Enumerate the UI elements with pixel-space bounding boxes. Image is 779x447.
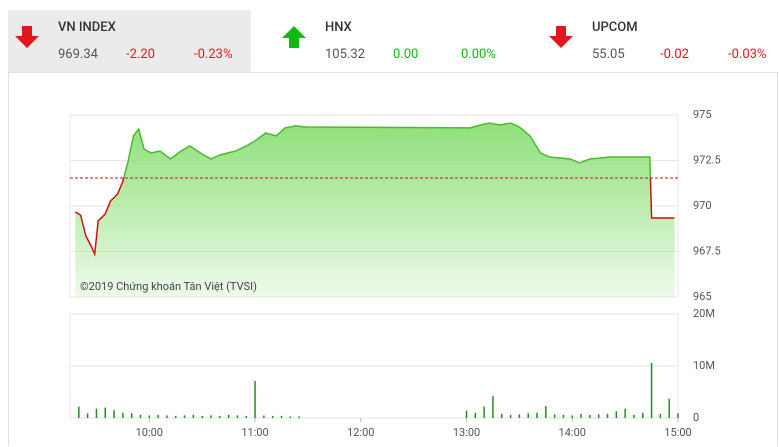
x-tick-label: 10:00 [136,426,163,439]
watermark: ©2019 Chứng khoán Tân Việt (TVSI) [80,280,257,293]
volume-bar [298,416,300,418]
price-line [74,177,675,257]
volume-bar [166,415,168,418]
y-tick-label: 972.5 [693,153,721,166]
arrow-down [549,26,573,48]
volume-bar [113,410,115,418]
volume-bar [227,414,230,418]
volume-bar [483,406,485,418]
volume-bar [219,415,221,418]
x-tick-label: 14:00 [559,426,586,439]
area [75,123,675,297]
index-name: HNX [325,20,352,35]
volume-bar [474,412,477,418]
volume-bar [518,414,521,418]
volume-bar [201,415,203,418]
volume-bar [104,407,106,418]
volume-bar [501,413,503,418]
volume-bar [606,413,609,418]
volume-bar [465,410,468,418]
volume-bar [95,408,98,418]
index-value: 55.05 [592,47,625,62]
index-change: 0.00 [393,47,419,62]
x-tick-label: 13:00 [453,426,480,439]
arrow-up [282,26,306,48]
volume-bar [633,414,635,418]
volume-bar [509,414,512,418]
volume-bar [624,408,626,418]
index-percent: 0.00% [461,47,496,62]
volume-bar [527,413,529,418]
volume-bar [659,413,662,418]
index-change: -2.20 [126,47,155,62]
ticker[interactable]: VN INDEX 969.34 -2.20 -0.23% [8,10,251,72]
volume-bar [148,415,151,418]
y-tick-label: 10M [693,359,715,372]
volume-bar [553,414,556,418]
arrow-down [15,26,39,48]
index-change: -0.02 [660,47,689,62]
volume-bar [263,415,265,418]
index-name: VN INDEX [58,20,116,35]
volume-bar [174,415,177,418]
volume-bar [571,415,574,418]
x-tick-label: 11:00 [241,426,268,439]
chart: 975 972.5 970 967.5 965 ©2019 Chứng khoán Tân… [69,108,721,439]
volume-bar [192,414,195,418]
volume-bar [492,396,494,418]
y-tick-label: 975 [693,108,712,121]
volume-bar [677,413,679,418]
volume-bar [254,381,256,418]
volume-bar [580,413,582,418]
volume-bar [280,415,283,418]
y-tick-label: 20M [693,307,715,320]
volume-bar [139,414,142,418]
y-tick-label: 967.5 [693,244,721,257]
volume-bar [245,415,247,418]
volume-bar [210,415,212,418]
volume-bar [236,415,239,418]
volume-bar [78,406,80,418]
y-tick-label: 965 [693,290,712,303]
volume-bar [668,398,670,418]
index-name: UPCOM [592,20,638,35]
index-value: 105.32 [325,47,365,62]
index-value: 969.34 [58,47,98,62]
volume-bar [86,413,89,418]
volume-bar [183,415,186,418]
volume-bar [157,414,159,418]
volume-bar [545,406,547,418]
volume-bar [271,415,274,418]
volume-bar [130,413,133,418]
volume-bar [642,412,644,418]
volume-bar [289,416,292,418]
volume-bar [597,414,600,418]
volume-bar [589,414,591,418]
volume-bar [122,412,124,418]
price-line [122,122,652,178]
volume-bar [536,412,538,418]
x-tick-label: 15:00 [664,426,691,439]
ticker[interactable]: UPCOM 55.05 -0.02 -0.03% [542,10,779,72]
volume-bar [615,411,618,418]
ticker[interactable]: HNX 105.32 0.00 0.00% [275,10,518,72]
y-tick-label: 970 [693,199,712,212]
volume-bar [562,414,565,418]
x-tick-label: 12:00 [347,426,374,439]
volume-bar [650,362,653,418]
index-percent: -0.03% [728,47,767,62]
index-percent: -0.23% [194,47,233,62]
chart-panel: 975 972.5 970 967.5 965 ©2019 Chứng khoán Tân… [8,72,778,446]
y-tick-label: 0 [693,411,699,424]
